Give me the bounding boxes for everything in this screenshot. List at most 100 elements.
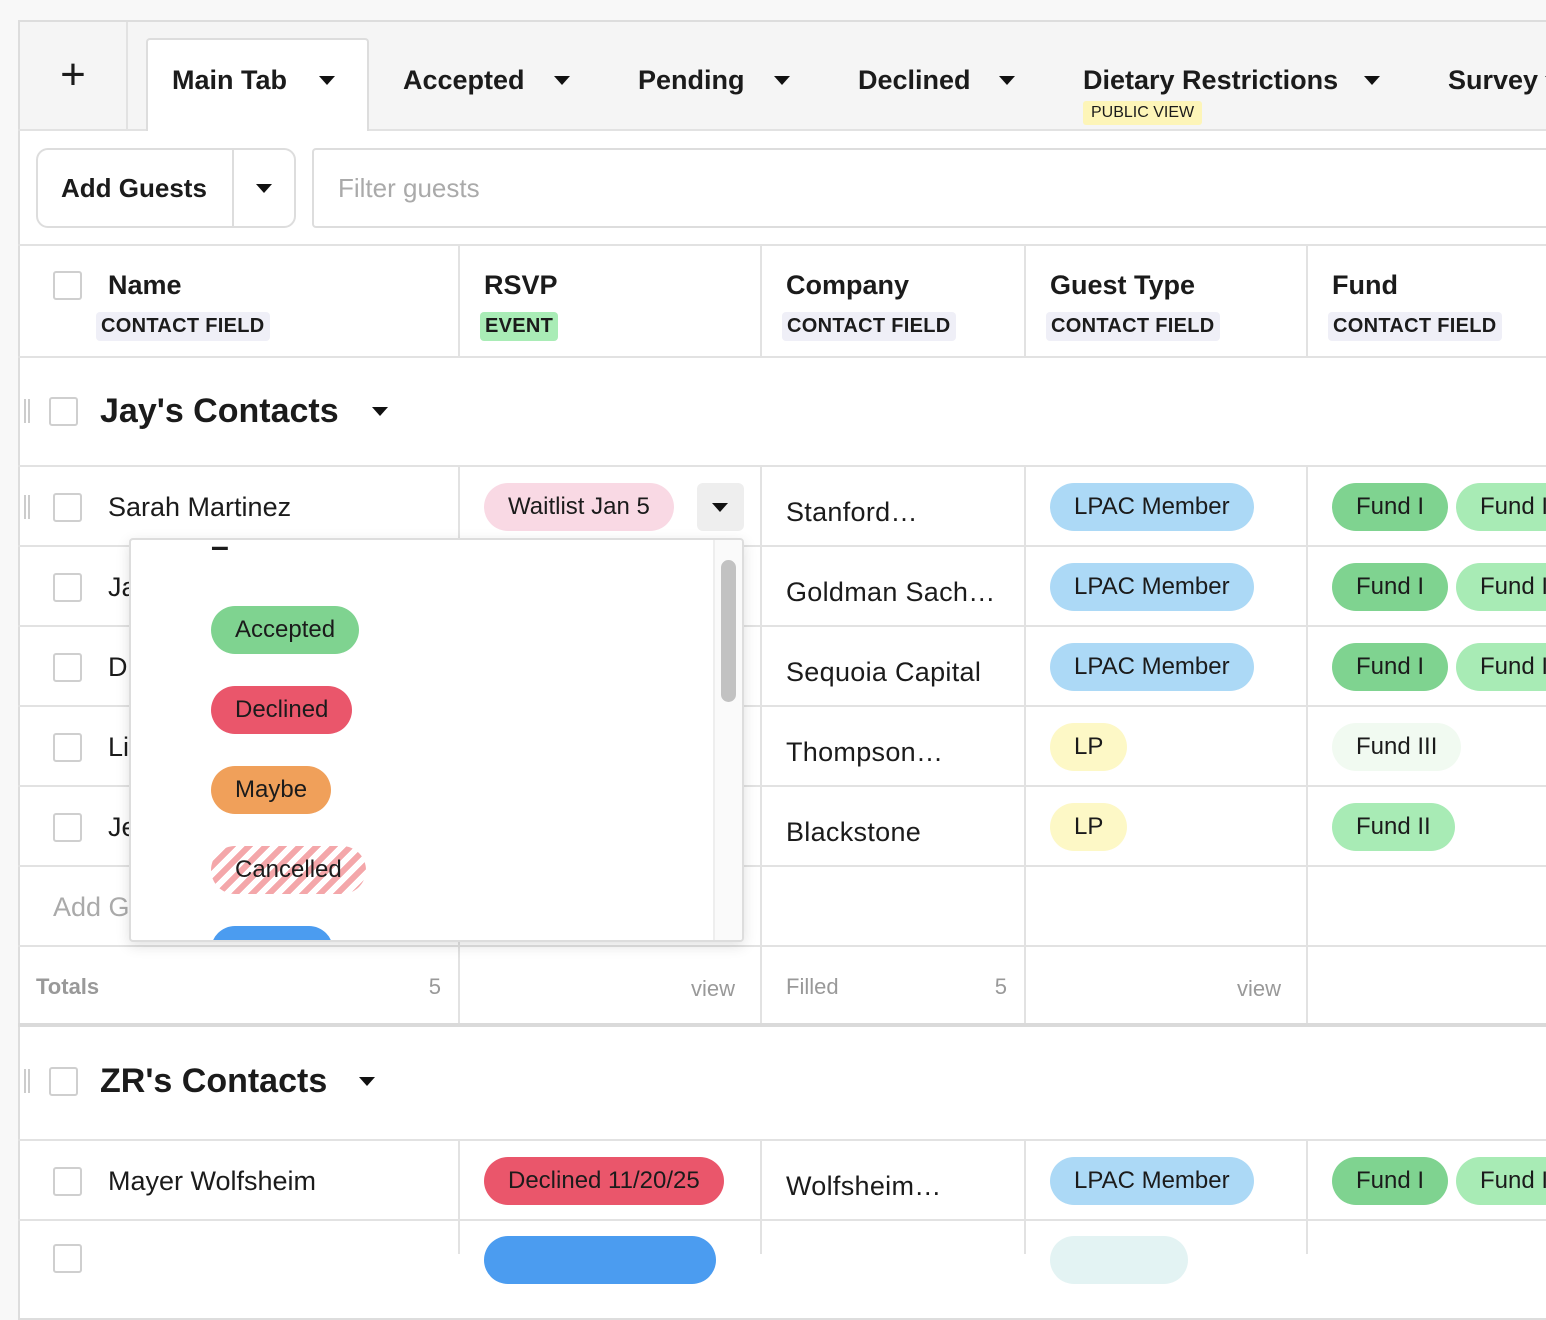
row-divider bbox=[18, 1023, 1546, 1027]
checkbox[interactable] bbox=[53, 1167, 82, 1196]
guest-name[interactable]: Li bbox=[108, 732, 130, 762]
tab-badge: PUBLIC VIEW bbox=[1083, 101, 1203, 125]
totals-filled-label: Filled bbox=[786, 974, 839, 999]
fund-pill: Fund I bbox=[1456, 1157, 1546, 1205]
fund-pill: Fund I bbox=[1332, 563, 1449, 611]
tab-label[interactable]: Pending bbox=[638, 65, 745, 95]
group-title: Jay's Contacts bbox=[100, 392, 339, 430]
column-badge: CONTACT FIELD bbox=[1046, 312, 1220, 341]
column-divider bbox=[760, 1141, 762, 1254]
column-divider bbox=[1024, 1141, 1026, 1254]
column-badge: CONTACT FIELD bbox=[782, 312, 956, 341]
tab-label[interactable]: Survey bbox=[1448, 65, 1539, 95]
row-divider bbox=[18, 625, 1546, 627]
column-title: Fund bbox=[1332, 270, 1398, 300]
guest-type-pill: LP bbox=[1050, 803, 1128, 851]
column-divider bbox=[1024, 245, 1026, 357]
row-divider bbox=[18, 705, 1546, 707]
rsvp-dropdown-menu: – Accepted Declined Maybe Cancelled bbox=[129, 538, 744, 942]
checkbox[interactable] bbox=[53, 653, 82, 682]
guest-type-pill: LPAC Member bbox=[1050, 1157, 1254, 1205]
checkbox[interactable] bbox=[53, 733, 82, 762]
column-divider bbox=[1024, 467, 1026, 1025]
fund-pill: Fund II bbox=[1332, 803, 1455, 851]
dropdown-arrow[interactable] bbox=[999, 76, 1015, 85]
company-name: Thompson… bbox=[786, 737, 944, 767]
row-divider bbox=[18, 865, 1546, 867]
dropdown-arrow[interactable] bbox=[774, 76, 790, 85]
group-title: ZR's Contacts bbox=[100, 1062, 328, 1100]
dropdown-arrow[interactable] bbox=[1364, 76, 1380, 85]
guest-type-pill: LPAC Member bbox=[1050, 563, 1254, 611]
guest-name[interactable]: Mayer Wolfsheim bbox=[108, 1166, 317, 1196]
dropdown-arrow[interactable] bbox=[256, 184, 272, 193]
dropdown-arrow[interactable] bbox=[319, 76, 335, 85]
totals-label: Totals bbox=[36, 974, 100, 999]
rsvp-pill[interactable] bbox=[484, 1236, 716, 1284]
guest-type-pill: LP bbox=[1050, 723, 1128, 771]
fund-pill: Fund I bbox=[1332, 1157, 1449, 1205]
dropdown-option[interactable]: Declined bbox=[211, 686, 353, 734]
column-divider bbox=[458, 1141, 460, 1254]
dropdown-arrow[interactable] bbox=[359, 1077, 375, 1086]
dropdown-arrow[interactable] bbox=[554, 76, 570, 85]
column-title: Name bbox=[108, 270, 182, 300]
dropdown-arrow[interactable] bbox=[372, 407, 388, 416]
dropdown-option[interactable]: – bbox=[211, 538, 229, 564]
dropdown-option[interactable]: Cancelled bbox=[211, 846, 366, 894]
checkbox[interactable] bbox=[53, 1244, 82, 1273]
guest-name[interactable]: Sarah Martinez bbox=[108, 492, 292, 522]
guest-type-pill bbox=[1050, 1236, 1188, 1284]
row-divider bbox=[18, 545, 1546, 547]
column-title: Company bbox=[786, 270, 910, 300]
column-title: RSVP bbox=[484, 270, 558, 300]
dropdown-option[interactable] bbox=[211, 926, 333, 940]
drag-handle bbox=[24, 495, 30, 519]
tab-label[interactable]: Declined bbox=[858, 65, 971, 95]
guest-name[interactable]: D bbox=[108, 652, 128, 682]
column-divider bbox=[458, 1219, 460, 1254]
add-guest-row[interactable]: Add G bbox=[53, 892, 130, 922]
checkbox[interactable] bbox=[53, 493, 82, 522]
fund-pill: Fund I bbox=[1332, 483, 1449, 531]
row-divider bbox=[18, 1139, 1546, 1141]
dropdown-option[interactable]: Maybe bbox=[211, 766, 332, 814]
checkbox[interactable] bbox=[49, 397, 78, 426]
dropdown-arrow[interactable] bbox=[712, 503, 728, 512]
company-name: Wolfsheim… bbox=[786, 1171, 942, 1201]
row-divider bbox=[18, 465, 1546, 467]
column-divider bbox=[760, 1219, 762, 1254]
rsvp-pill[interactable]: Declined 11/20/25 bbox=[484, 1157, 724, 1205]
dropdown-option[interactable]: Accepted bbox=[211, 606, 360, 654]
fund-pill: Fund I bbox=[1456, 483, 1546, 531]
tab-label[interactable]: Main Tab bbox=[172, 65, 288, 95]
row-divider bbox=[18, 945, 1546, 947]
row-divider bbox=[18, 244, 1546, 246]
checkbox[interactable] bbox=[53, 813, 82, 842]
totals-filled-count: 5 bbox=[994, 974, 1007, 999]
filter-input[interactable]: Filter guests bbox=[312, 148, 1546, 228]
row-divider bbox=[18, 785, 1546, 787]
checkbox[interactable] bbox=[49, 1067, 78, 1096]
tab-label[interactable]: Accepted bbox=[403, 65, 525, 95]
checkbox[interactable] bbox=[53, 573, 82, 602]
tab-label[interactable]: Dietary Restrictions bbox=[1083, 65, 1339, 95]
column-badge: CONTACT FIELD bbox=[96, 312, 270, 341]
company-name: Sequoia Capital bbox=[786, 657, 982, 687]
add-guests-button[interactable]: Add Guests bbox=[36, 148, 296, 228]
drag-handle bbox=[24, 1069, 30, 1093]
fund-pill: Fund I bbox=[1456, 563, 1546, 611]
rsvp-pill[interactable]: Waitlist Jan 5 bbox=[484, 483, 674, 531]
totals-view-link[interactable]: view bbox=[1236, 976, 1281, 1001]
guest-type-pill: LPAC Member bbox=[1050, 483, 1254, 531]
row-divider bbox=[18, 129, 1546, 131]
page: (() => { const data = JSON.parse(documen… bbox=[18, 20, 1546, 1320]
row-divider bbox=[18, 356, 1546, 358]
column-divider bbox=[458, 245, 460, 357]
guest-type-pill: LPAC Member bbox=[1050, 643, 1254, 691]
totals-view-link[interactable]: view bbox=[690, 976, 735, 1001]
add-tab-button[interactable]: + bbox=[20, 22, 128, 129]
checkbox[interactable] bbox=[53, 271, 82, 300]
column-divider bbox=[1306, 1219, 1308, 1254]
dropdown-scrollbar-thumb[interactable] bbox=[721, 560, 736, 702]
